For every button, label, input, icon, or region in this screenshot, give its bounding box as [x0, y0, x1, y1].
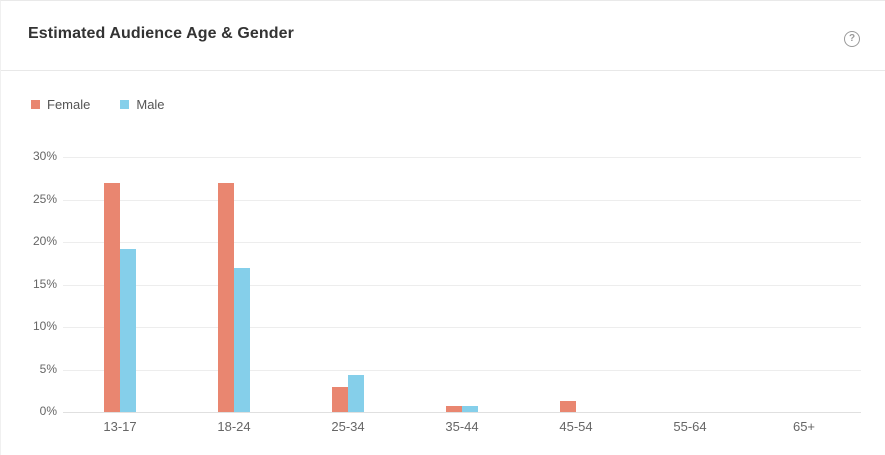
- help-icon[interactable]: ?: [844, 31, 860, 47]
- x-axis-tick-25-34: 25-34: [331, 419, 365, 434]
- chart-legend: Female Male: [31, 97, 165, 112]
- x-axis-tick-18-24: 18-24: [217, 419, 251, 434]
- bar-female-13-17[interactable]: [104, 182, 120, 412]
- x-axis-tick-65+: 65+: [792, 419, 816, 434]
- bar-female-45-54[interactable]: [560, 400, 576, 412]
- bar-male-25-34[interactable]: [348, 375, 364, 412]
- legend-item-male[interactable]: Male: [120, 97, 165, 112]
- gridline-0%: [63, 412, 861, 413]
- bar-female-18-24[interactable]: [218, 182, 234, 412]
- y-axis-tick-30%: 30%: [32, 149, 57, 163]
- bar-female-25-34[interactable]: [332, 387, 348, 412]
- x-axis-tick-13-17: 13-17: [103, 419, 137, 434]
- gridline-5%: [63, 369, 861, 371]
- y-axis-tick-20%: 20%: [32, 234, 57, 248]
- bar-male-18-24[interactable]: [234, 267, 250, 412]
- card-header: Estimated Audience Age & Gender ?: [1, 1, 885, 71]
- y-axis-tick-10%: 10%: [32, 319, 57, 333]
- bar-female-35-44[interactable]: [446, 406, 462, 412]
- bar-male-13-17[interactable]: [120, 248, 136, 412]
- gridline-20%: [63, 242, 861, 243]
- female-swatch-icon: [31, 100, 40, 109]
- gridline-10%: [63, 327, 861, 328]
- gridline-30%: [63, 157, 861, 158]
- legend-label-male: Male: [136, 97, 165, 112]
- x-axis-tick-45-54: 45-54: [559, 419, 593, 434]
- gridline-15%: [63, 284, 861, 286]
- legend-item-female[interactable]: Female: [31, 97, 90, 112]
- gridline-25%: [63, 199, 861, 201]
- bar-male-35-44[interactable]: [462, 406, 478, 412]
- male-swatch-icon: [120, 100, 130, 109]
- y-axis-tick-5%: 5%: [39, 361, 57, 376]
- y-axis-tick-0%: 0%: [39, 404, 57, 418]
- x-axis-tick-35-44: 35-44: [445, 419, 479, 434]
- page-title: Estimated Audience Age & Gender: [28, 25, 294, 42]
- y-axis-tick-15%: 15%: [32, 276, 57, 291]
- legend-label-female: Female: [47, 97, 91, 112]
- y-axis-tick-25%: 25%: [32, 191, 57, 206]
- x-axis-tick-55-64: 55-64: [673, 419, 707, 434]
